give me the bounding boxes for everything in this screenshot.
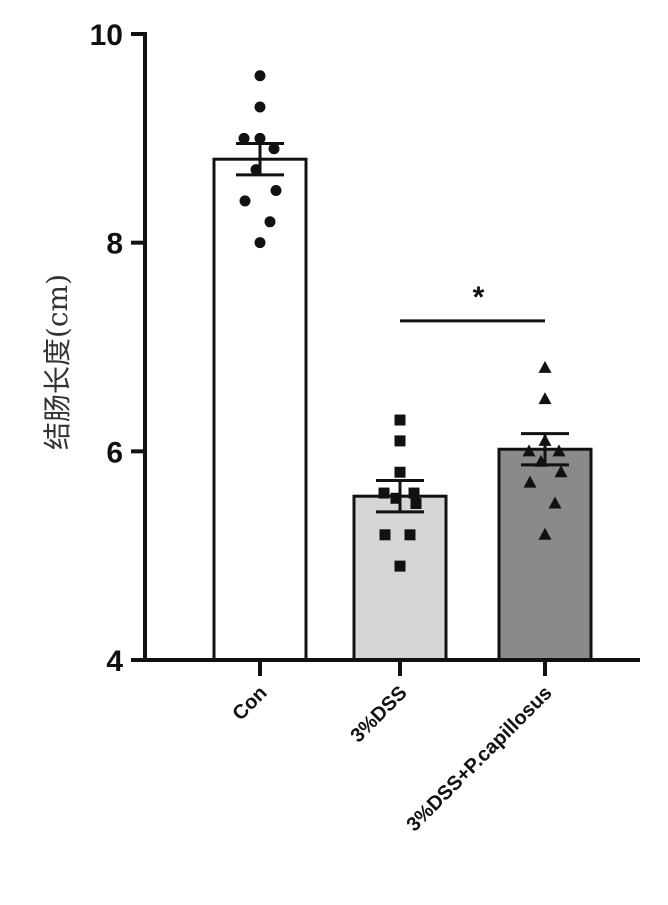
data-point — [265, 216, 276, 227]
y-tick-label: 6 — [106, 436, 123, 469]
data-point — [240, 195, 251, 206]
x-tick-label: Con — [228, 682, 271, 725]
y-tick-label: 8 — [106, 228, 123, 261]
x-axis-ticks: Con 3%DSS3%DSS+P.capillosus — [228, 660, 556, 836]
data-point — [251, 164, 262, 175]
data-point — [271, 185, 282, 196]
data-point — [411, 498, 422, 509]
data-point — [379, 488, 390, 499]
x-tick-label: 3%DSS — [346, 682, 411, 747]
data-point — [539, 392, 552, 404]
y-axis-ticks: 4 6 8 10 — [90, 19, 145, 678]
bar-1 — [214, 159, 306, 660]
x-tick-label: 3%DSS+P.capillosus — [402, 682, 556, 836]
data-point — [255, 237, 266, 248]
significance-annotation: * — [400, 281, 545, 321]
data-point — [405, 529, 416, 540]
data-point — [395, 467, 406, 478]
data-point — [409, 488, 420, 499]
y-tick-label: 4 — [106, 645, 123, 678]
data-point — [539, 434, 552, 446]
significance-star: * — [473, 281, 485, 314]
bar-3 — [499, 449, 591, 660]
y-tick-label: 10 — [90, 19, 123, 52]
bar-2 — [354, 496, 446, 660]
data-point — [380, 529, 391, 540]
data-point — [255, 102, 266, 113]
data-point — [255, 70, 266, 81]
data-point — [269, 143, 280, 154]
data-point — [395, 561, 406, 572]
data-point — [395, 435, 406, 446]
data-point — [239, 133, 250, 144]
data-point — [539, 361, 552, 373]
bars — [214, 159, 591, 660]
data-point — [395, 415, 406, 426]
data-point — [391, 493, 402, 504]
data-point — [255, 133, 266, 144]
y-axis-label: 结肠长度(cm) — [41, 274, 74, 450]
